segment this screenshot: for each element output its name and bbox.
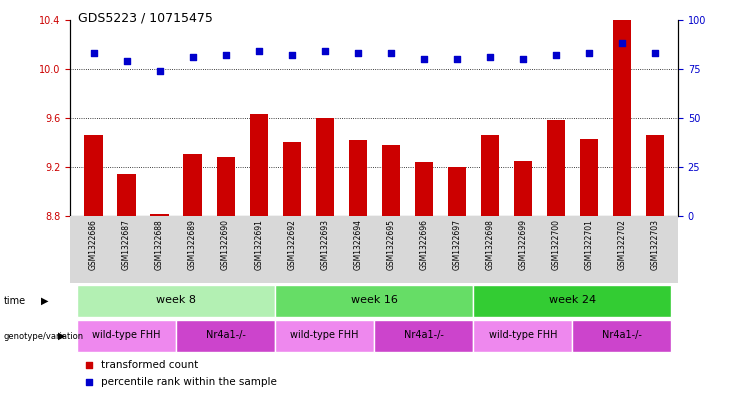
Point	[550, 52, 562, 58]
Bar	[84, 135, 102, 216]
Bar	[348, 140, 367, 216]
Bar	[613, 1, 631, 216]
Text: wild-type FHH: wild-type FHH	[488, 330, 557, 340]
Bar	[282, 143, 301, 216]
Text: wild-type FHH: wild-type FHH	[290, 330, 359, 340]
Text: GSM1322692: GSM1322692	[288, 219, 296, 270]
Point	[319, 48, 330, 54]
Point	[517, 56, 529, 62]
Text: Nr4a1-/-: Nr4a1-/-	[206, 330, 245, 340]
Bar	[176, 320, 275, 352]
Bar	[216, 157, 235, 216]
Text: week 8: week 8	[156, 295, 196, 305]
Point	[87, 50, 99, 56]
Text: GSM1322697: GSM1322697	[452, 219, 461, 270]
Text: GSM1322703: GSM1322703	[651, 219, 659, 270]
Bar	[275, 285, 473, 317]
Text: GSM1322686: GSM1322686	[89, 219, 98, 270]
Bar	[448, 167, 466, 216]
Bar	[481, 135, 499, 216]
Bar	[374, 320, 473, 352]
Text: GSM1322700: GSM1322700	[551, 219, 560, 270]
Bar	[118, 174, 136, 216]
Bar	[77, 285, 275, 317]
Bar	[473, 320, 572, 352]
Point	[121, 58, 133, 64]
Text: GSM1322698: GSM1322698	[485, 219, 494, 270]
Bar	[184, 154, 202, 216]
Point	[286, 52, 298, 58]
Text: GSM1322687: GSM1322687	[122, 219, 131, 270]
Text: GSM1322693: GSM1322693	[320, 219, 329, 270]
Text: ▶: ▶	[41, 296, 48, 306]
Text: genotype/variation: genotype/variation	[4, 332, 84, 340]
Text: percentile rank within the sample: percentile rank within the sample	[101, 377, 276, 387]
Bar	[579, 139, 598, 216]
Text: ▶: ▶	[58, 331, 65, 341]
Text: GSM1322701: GSM1322701	[585, 219, 594, 270]
Text: transformed count: transformed count	[101, 360, 198, 370]
Point	[385, 50, 396, 56]
Point	[253, 48, 265, 54]
Bar	[150, 214, 169, 216]
Bar	[547, 120, 565, 216]
Point	[616, 40, 628, 46]
Point	[83, 379, 95, 385]
Bar	[473, 285, 671, 317]
Point	[583, 50, 595, 56]
Bar	[382, 145, 400, 216]
Bar	[250, 114, 268, 216]
Point	[484, 54, 496, 60]
Text: GSM1322699: GSM1322699	[518, 219, 528, 270]
Text: wild-type FHH: wild-type FHH	[93, 330, 161, 340]
Text: GSM1322696: GSM1322696	[419, 219, 428, 270]
Bar	[514, 161, 532, 216]
Bar	[275, 320, 374, 352]
Text: time: time	[4, 296, 26, 306]
Point	[352, 50, 364, 56]
Point	[153, 68, 165, 74]
Text: GDS5223 / 10715475: GDS5223 / 10715475	[78, 12, 213, 25]
Point	[418, 56, 430, 62]
Text: GSM1322691: GSM1322691	[254, 219, 263, 270]
Text: GSM1322688: GSM1322688	[155, 219, 164, 270]
Text: GSM1322702: GSM1322702	[617, 219, 626, 270]
Text: week 16: week 16	[350, 295, 398, 305]
Text: GSM1322694: GSM1322694	[353, 219, 362, 270]
Text: week 24: week 24	[549, 295, 596, 305]
Point	[649, 50, 661, 56]
Text: Nr4a1-/-: Nr4a1-/-	[602, 330, 642, 340]
Bar	[415, 162, 433, 216]
Bar	[316, 118, 333, 216]
Point	[219, 52, 231, 58]
Bar	[646, 135, 664, 216]
Point	[451, 56, 462, 62]
Bar	[77, 320, 176, 352]
Bar	[572, 320, 671, 352]
Point	[83, 362, 95, 368]
Text: GSM1322689: GSM1322689	[188, 219, 197, 270]
Text: Nr4a1-/-: Nr4a1-/-	[404, 330, 444, 340]
Text: GSM1322690: GSM1322690	[221, 219, 230, 270]
Point	[187, 54, 199, 60]
Text: GSM1322695: GSM1322695	[386, 219, 395, 270]
